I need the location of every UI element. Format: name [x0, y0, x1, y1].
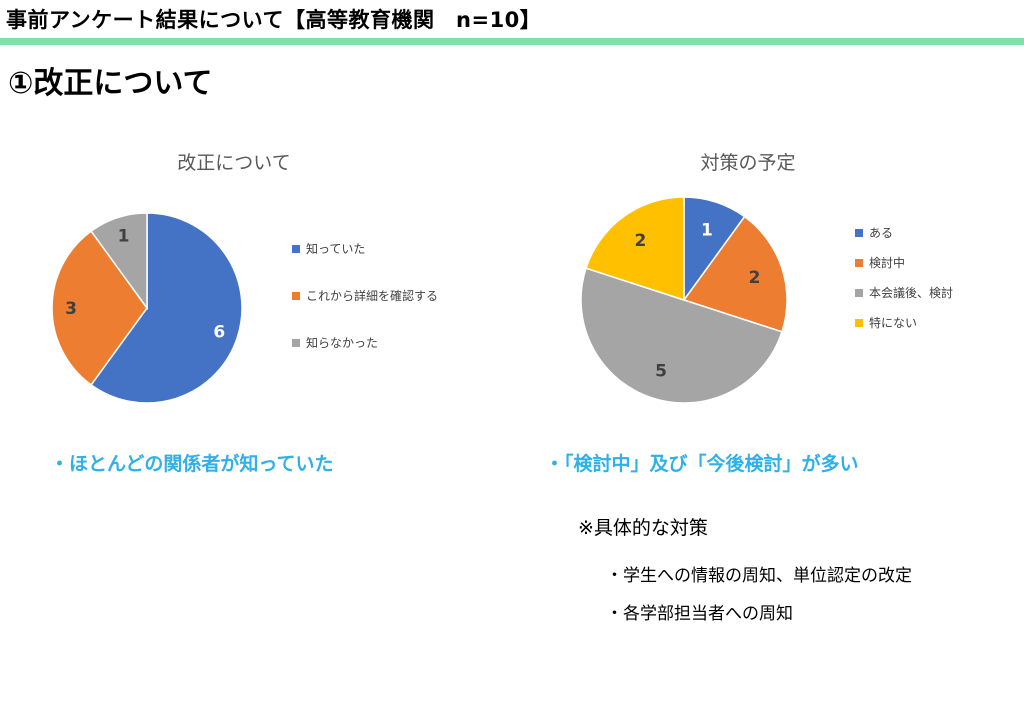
- legend-swatch: [292, 338, 300, 347]
- legend-right: ある検討中本会議後、検討 特にない: [855, 224, 1015, 344]
- pie-data-label: 1: [118, 227, 130, 247]
- legend-swatch: [855, 228, 863, 237]
- note-left: ・ほとんどの関係者が知っていた: [50, 453, 334, 475]
- details-item: ・各学部担当者への周知: [606, 604, 793, 624]
- details-item: ・学生への情報の周知、単位認定の改定: [606, 566, 912, 586]
- legend-swatch: [855, 318, 863, 327]
- legend-swatch: [855, 288, 863, 297]
- pie-data-label: 2: [634, 231, 646, 251]
- legend-item: 知らなかった: [292, 334, 378, 351]
- legend-label: 検討中: [869, 256, 906, 270]
- pie-data-label: 5: [655, 362, 667, 382]
- section-title: ①改正について: [8, 66, 213, 101]
- pie-chart-left: 6 3 1: [51, 212, 243, 404]
- legend-swatch: [292, 244, 300, 253]
- page-header-title: 事前アンケート結果について【高等教育機関 n=10】: [6, 8, 542, 32]
- note-right: ・「検討中」及び「今後検討」が多い: [545, 453, 859, 475]
- legend-label: 知らなかった: [306, 336, 379, 350]
- pie-data-label: 3: [65, 299, 77, 319]
- pie-chart-right: 1 2 5 2: [580, 196, 788, 404]
- header-divider: [0, 38, 1024, 45]
- legend-item: 検討中: [855, 254, 905, 271]
- pie-slice-2: [51, 230, 148, 386]
- chart-title-right: 対策の予定: [700, 152, 796, 174]
- legend-label: ある: [869, 226, 894, 240]
- legend-label: 特にない: [869, 316, 918, 330]
- legend-label: 本会議後、検討: [869, 286, 954, 300]
- legend-swatch: [292, 291, 300, 300]
- pie-slice-2: [682, 215, 788, 333]
- legend-item: これから詳細を確認する: [292, 287, 438, 304]
- legend-item: ある: [855, 224, 893, 241]
- pie-slice-3: [90, 212, 148, 311]
- pie-data-label: 1: [701, 220, 713, 240]
- legend-left: 知っていたこれから詳細を確認する 知らなかった: [292, 240, 512, 360]
- legend-item: 特にない: [855, 314, 917, 331]
- chart-title-left: 改正について: [177, 152, 291, 174]
- pie-slice-1: [90, 212, 243, 404]
- legend-label: 知っていた: [306, 242, 366, 256]
- legend-swatch: [855, 258, 863, 267]
- legend-label: これから詳細を確認する: [306, 289, 439, 303]
- legend-item: 本会議後、検討: [855, 284, 953, 301]
- pie-data-label: 2: [749, 268, 761, 288]
- details-heading: ※具体的な対策: [578, 517, 708, 539]
- pie-slice-4: [585, 196, 685, 302]
- legend-item: 知っていた: [292, 240, 365, 257]
- pie-slice-3: [580, 267, 783, 404]
- pie-data-label: 6: [213, 322, 225, 342]
